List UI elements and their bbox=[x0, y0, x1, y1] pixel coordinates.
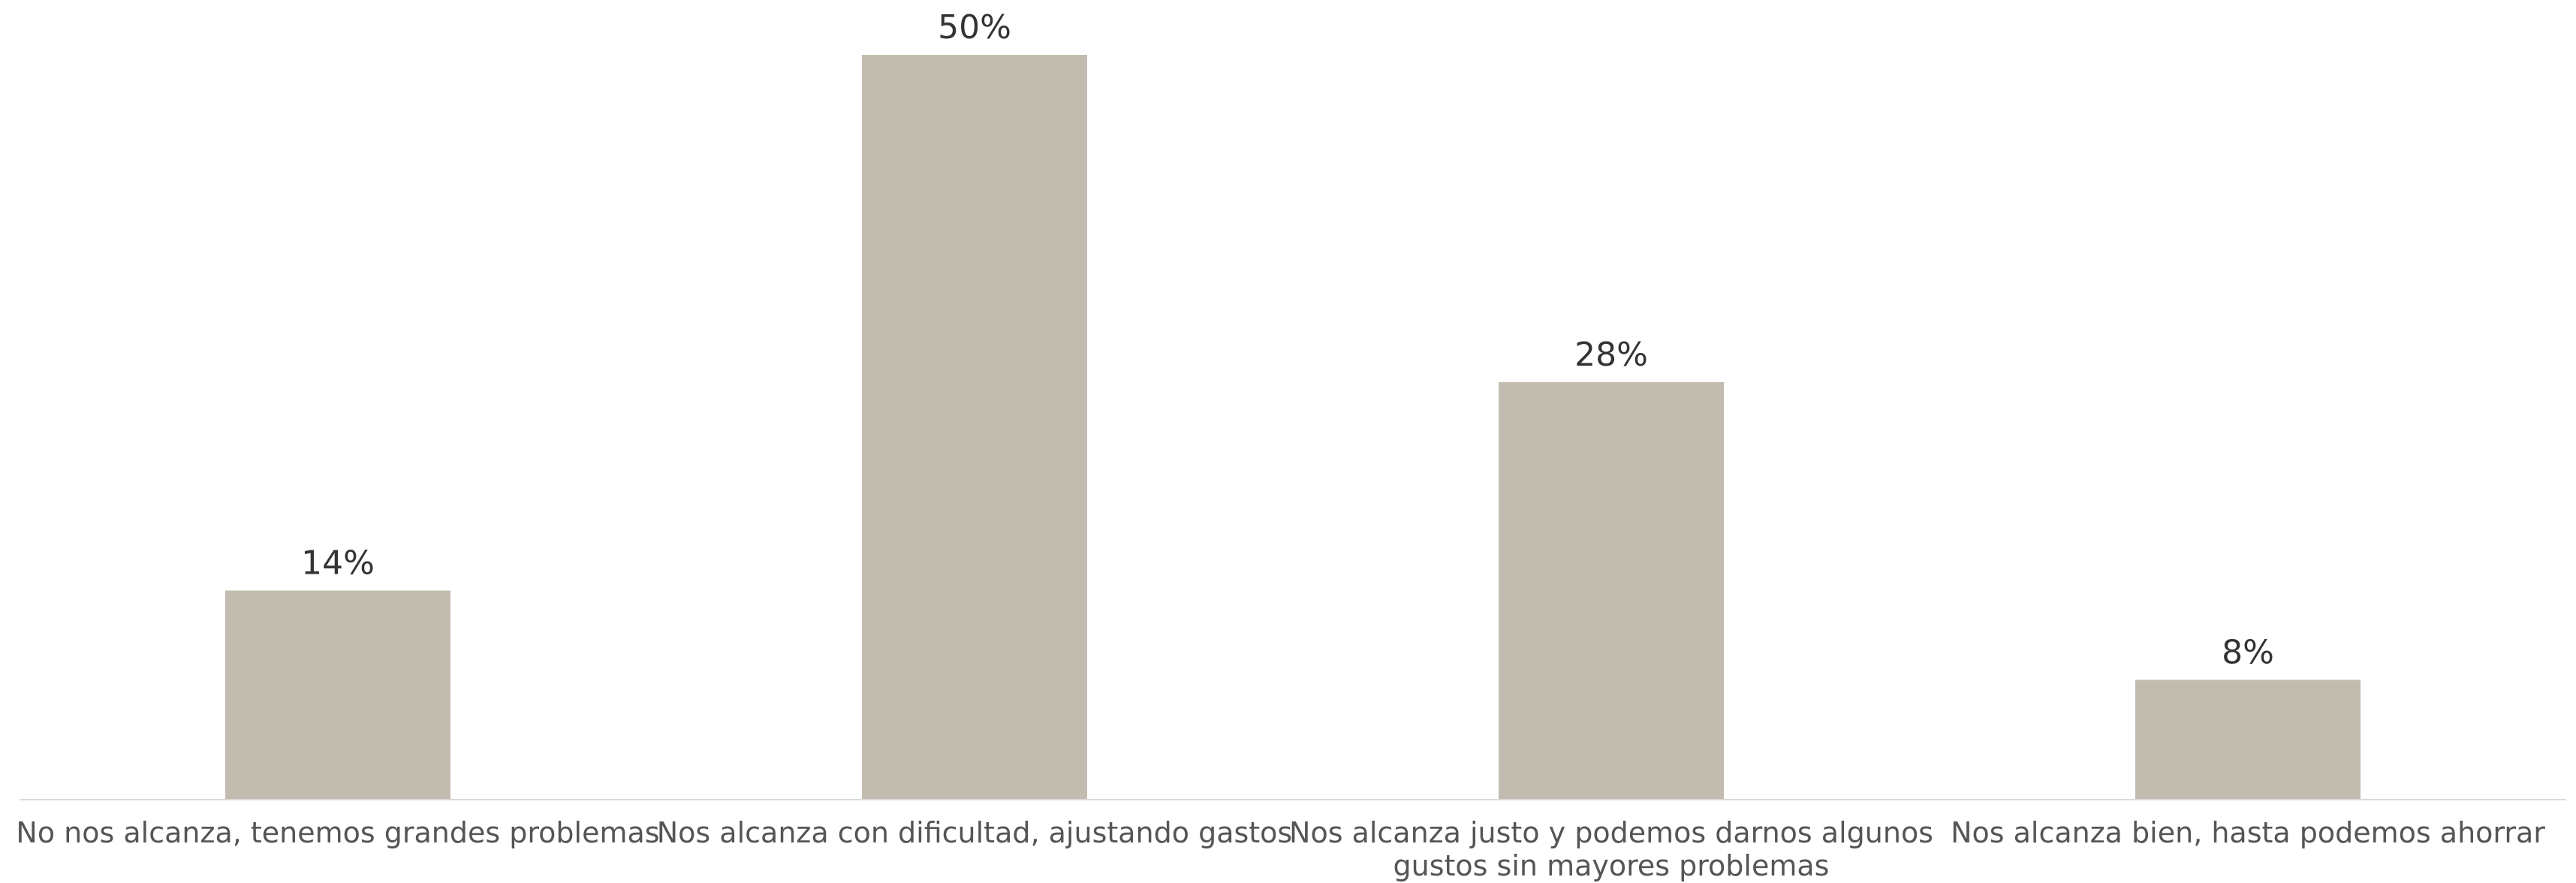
category-label-3: Nos alcanza justo y podemos darnos algun… bbox=[1289, 816, 1933, 882]
bars-group bbox=[225, 55, 2361, 799]
category-label-2: Nos alcanza con dificultad, ajustando ga… bbox=[657, 816, 1292, 849]
value-label-1: 14% bbox=[301, 544, 375, 583]
bar-4 bbox=[2135, 680, 2361, 799]
category-label-line: Nos alcanza bien, hasta podemos ahorrar bbox=[1951, 816, 2545, 849]
bar-2 bbox=[862, 55, 1087, 799]
bar-3 bbox=[1499, 382, 1724, 799]
value-label-4: 8% bbox=[2222, 633, 2274, 671]
value-labels-group: 14% 50% 28% 8% bbox=[301, 8, 2274, 671]
category-label-1: No nos alcanza, tenemos grandes problema… bbox=[16, 816, 659, 849]
value-label-3: 28% bbox=[1574, 336, 1648, 374]
category-label-line: gustos sin mayores problemas bbox=[1393, 849, 1830, 882]
category-label-4: Nos alcanza bien, hasta podemos ahorrar bbox=[1951, 816, 2545, 849]
value-label-2: 50% bbox=[938, 8, 1011, 47]
category-label-line: Nos alcanza con dificultad, ajustando ga… bbox=[657, 816, 1292, 849]
bar-1 bbox=[225, 590, 450, 799]
category-label-line: No nos alcanza, tenemos grandes problema… bbox=[16, 816, 659, 849]
category-label-line: Nos alcanza justo y podemos darnos algun… bbox=[1289, 816, 1933, 849]
category-labels-group: No nos alcanza, tenemos grandes problema… bbox=[16, 816, 2545, 882]
